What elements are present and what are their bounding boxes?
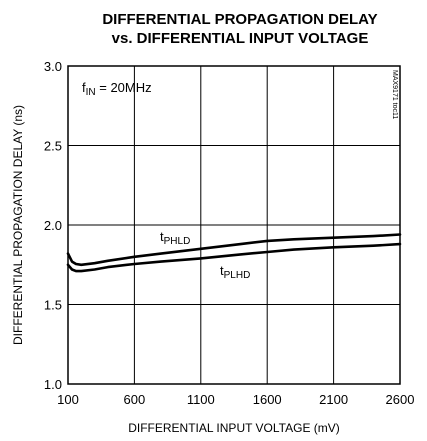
series-lines	[66, 233, 402, 273]
plot-frame	[67, 65, 401, 385]
frequency-note: fIN = 20MHz	[82, 80, 152, 98]
y-ticks: 1.0 1.5 2.0 2.5 3.0	[44, 59, 62, 392]
y-axis-label: DIFFERENTIAL PROPAGATION DELAY (ns)	[11, 105, 25, 345]
y-tick-label: 1.0	[44, 377, 62, 392]
series-label-plhd-main: t	[220, 263, 224, 278]
y-tick-label: 1.5	[44, 298, 62, 313]
x-axis-label: DIFFERENTIAL INPUT VOLTAGE (mV)	[128, 421, 340, 435]
frequency-note-rest: = 20MHz	[96, 80, 152, 95]
series-label-phld: tPHLD	[160, 229, 190, 247]
series-label-phld-main: t	[160, 229, 164, 244]
y-tick-label: 3.0	[44, 59, 62, 74]
chart-title: DIFFERENTIAL PROPAGATION DELAY	[102, 11, 377, 28]
series-label-plhd: tPLHD	[220, 263, 250, 281]
frequency-note-sub: IN	[86, 87, 96, 98]
x-tick-label: 2600	[386, 392, 415, 407]
x-tick-label: 600	[124, 392, 146, 407]
x-tick-label: 100	[57, 392, 79, 407]
series-line-tphld	[66, 233, 402, 267]
series-label-phld-sub: PHLD	[164, 236, 191, 247]
chart-subtitle: vs. DIFFERENTIAL INPUT VOLTAGE	[112, 30, 369, 47]
series-label-plhd-sub: PLHD	[224, 270, 251, 281]
x-tick-label: 1100	[187, 392, 215, 407]
x-tick-label: 2100	[319, 392, 348, 407]
side-code: MAX9171 toc11	[391, 70, 398, 119]
x-ticks: 100 600 1100 1600 2100 2600	[57, 392, 414, 407]
frequency-note-main: f	[82, 80, 86, 95]
series-line-tplhd	[66, 242, 402, 273]
y-tick-label: 2.5	[44, 139, 62, 154]
grid	[68, 66, 400, 384]
x-tick-label: 1600	[253, 392, 282, 407]
y-tick-label: 2.0	[44, 218, 62, 233]
